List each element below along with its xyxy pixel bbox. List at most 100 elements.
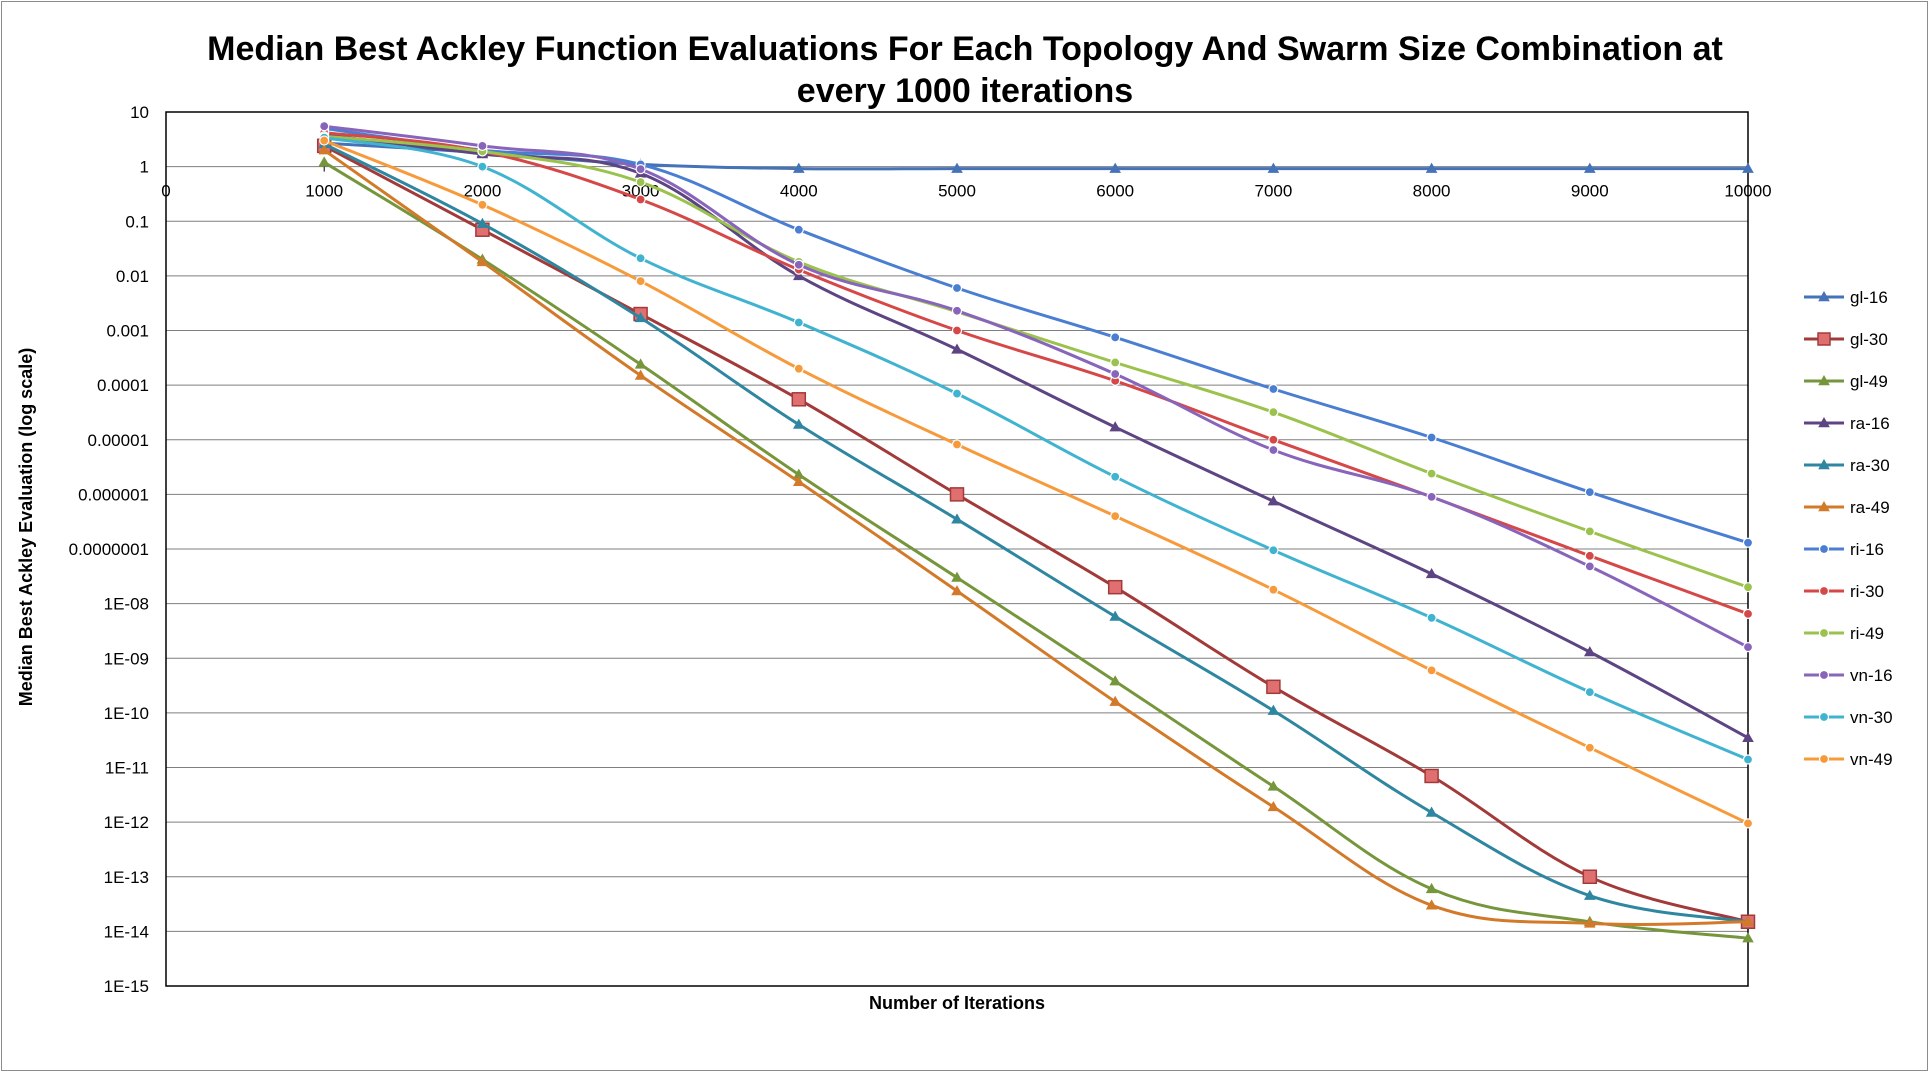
- data-point: [1424, 768, 1439, 784]
- y-tick-label: 1E-11: [105, 759, 149, 778]
- data-point: [792, 269, 805, 281]
- legend-item-ra-49: ra-49: [1804, 498, 1890, 517]
- y-axis-title: Median Best Ackley Evaluation (log scale…: [16, 348, 36, 706]
- legend-swatch-marker: [1817, 332, 1831, 346]
- data-point: [1425, 806, 1438, 817]
- series-vn-16: [319, 121, 1754, 653]
- data-point: [1268, 444, 1279, 456]
- legend-swatch-marker: [1818, 417, 1830, 428]
- data-point: [1268, 434, 1279, 445]
- y-tick-label: 0.001: [106, 322, 149, 341]
- legend-swatch-marker: [1818, 627, 1830, 639]
- legend-label: vn-16: [1850, 666, 1893, 685]
- legend-label: gl-49: [1850, 372, 1888, 391]
- legend-item-vn-49: vn-49: [1804, 750, 1893, 769]
- data-point: [949, 487, 965, 502]
- data-point: [1742, 932, 1754, 943]
- legend-item-vn-16: vn-16: [1804, 666, 1893, 685]
- y-axis-ticks: 10 1 0.1 0.01 0.001 0.0001 0.00001 0.000001 0.00…: [69, 103, 149, 996]
- legend: gl-16 gl-30 gl-49 ra-16 ra-30 ra-49 ri-16 ri-30…: [1804, 288, 1893, 769]
- y-tick-label: 1E-12: [104, 813, 149, 832]
- data-point: [477, 140, 488, 151]
- x-tick-label: 0: [161, 182, 170, 201]
- legend-item-vn-30: vn-30: [1804, 708, 1893, 727]
- legend-swatch-marker: [1818, 585, 1830, 597]
- series-ra-49: [318, 144, 1754, 928]
- x-tick-label: 8000: [1413, 182, 1451, 201]
- y-tick-label: 0.000001: [78, 485, 149, 504]
- data-point: [1742, 608, 1754, 619]
- data-point: [1425, 882, 1438, 894]
- data-point: [1109, 695, 1122, 706]
- data-point: [635, 253, 646, 264]
- x-axis-ticks: 0 1000 2000 3000 4000 5000 6000 7000 8000 9000 100…: [161, 166, 1772, 201]
- data-point: [1107, 579, 1123, 595]
- y-tick-label: 1E-09: [104, 649, 149, 668]
- x-tick-label: 4000: [780, 182, 818, 201]
- y-tick-label: 1: [140, 158, 149, 177]
- legend-swatch-marker: [1818, 501, 1830, 512]
- data-point: [1425, 567, 1438, 579]
- data-point: [635, 276, 646, 287]
- data-point: [1425, 899, 1438, 910]
- legend-item-ra-16: ra-16: [1804, 414, 1890, 433]
- legend-label: ri-49: [1850, 624, 1884, 643]
- series-ri-49: [319, 131, 1754, 593]
- data-point: [793, 259, 804, 270]
- data-point: [1742, 537, 1754, 548]
- legend-item-gl-49: gl-49: [1804, 372, 1888, 391]
- y-tick-label: 0.1: [125, 212, 149, 231]
- data-point: [1266, 679, 1281, 695]
- y-tick-label: 1E-14: [104, 922, 149, 941]
- y-tick-label: 10: [130, 103, 149, 122]
- data-point: [635, 177, 646, 188]
- data-point: [951, 388, 963, 399]
- data-point: [1425, 162, 1438, 173]
- data-point: [635, 164, 646, 175]
- x-tick-label: 7000: [1254, 182, 1292, 201]
- series-line: [323, 142, 1749, 924]
- x-axis-title: Number of Iterations: [869, 993, 1045, 1013]
- data-point: [634, 311, 647, 323]
- data-point: [319, 121, 330, 132]
- data-point: [477, 199, 488, 210]
- data-point: [1742, 582, 1754, 593]
- y-tick-label: 0.0001: [97, 376, 149, 395]
- data-point: [1109, 162, 1122, 173]
- data-point: [951, 439, 963, 450]
- x-tick-label: 9000: [1571, 182, 1609, 201]
- data-point: [318, 156, 331, 167]
- x-tick-label: 5000: [938, 182, 976, 201]
- data-point: [951, 325, 963, 336]
- series-line: [324, 131, 1749, 616]
- legend-label: ri-16: [1850, 540, 1884, 559]
- data-point: [476, 217, 489, 228]
- legend-item-ri-16: ri-16: [1804, 540, 1884, 559]
- data-point: [635, 194, 646, 205]
- data-point: [1583, 889, 1596, 900]
- data-point: [1426, 432, 1437, 443]
- data-point: [1267, 162, 1280, 173]
- legend-label: ri-30: [1850, 582, 1884, 601]
- legend-swatch-marker: [1818, 291, 1830, 302]
- data-point: [951, 343, 963, 354]
- data-point: [1268, 407, 1279, 418]
- data-point: [1110, 357, 1121, 368]
- data-point: [1426, 612, 1437, 623]
- data-point: [1110, 368, 1121, 380]
- data-point: [1268, 584, 1279, 595]
- data-point: [1583, 646, 1596, 657]
- data-point: [1267, 800, 1280, 812]
- data-point: [1267, 495, 1280, 506]
- data-point: [951, 571, 963, 582]
- data-point: [319, 135, 330, 146]
- data-point: [951, 282, 963, 294]
- series-line: [323, 136, 1749, 761]
- data-point: [1742, 915, 1754, 926]
- legend-label: vn-49: [1850, 750, 1893, 769]
- gridlines: [166, 111, 1748, 987]
- data-point: [1267, 704, 1280, 715]
- chart-title-line-2: every 1000 iterations: [797, 72, 1133, 110]
